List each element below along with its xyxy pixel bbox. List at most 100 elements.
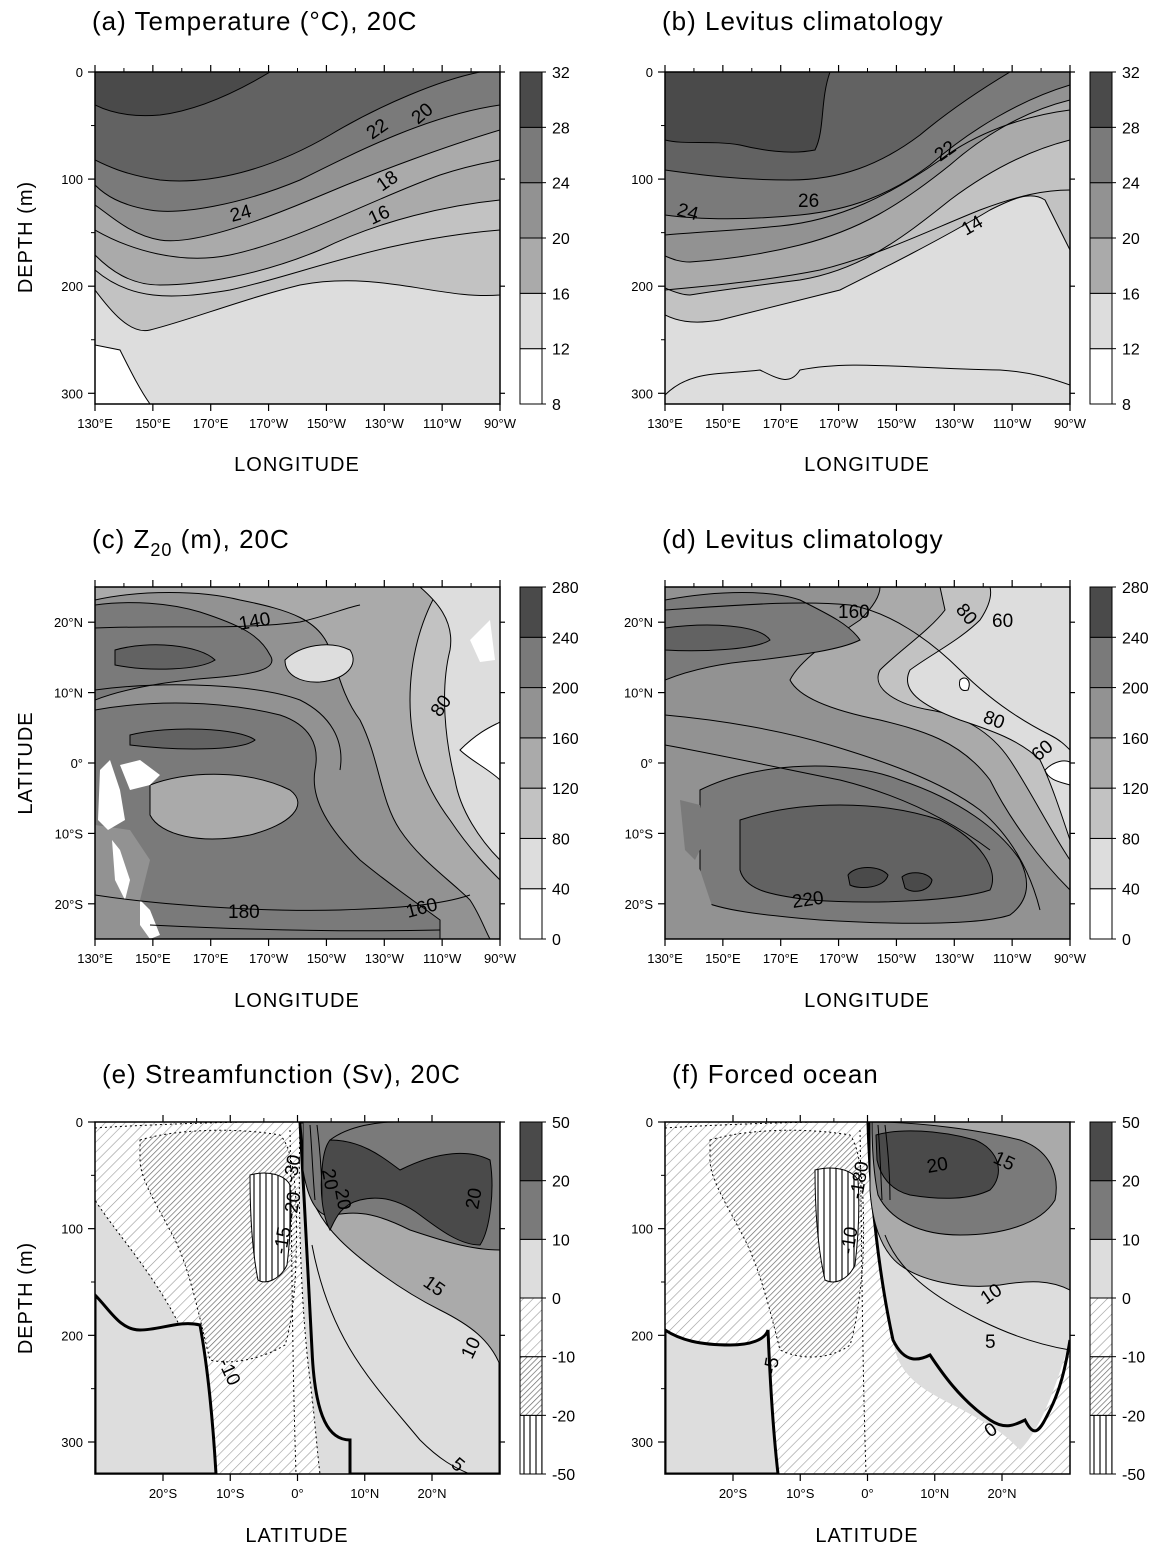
- x-tick-label: 170°W: [249, 951, 289, 966]
- x-tick-label: 110°W: [993, 951, 1032, 966]
- colorbar-swatch: [519, 1297, 543, 1358]
- contour-label: 20: [462, 1186, 486, 1210]
- panel-f-forced-ocean: (f) Forced ocean 15 20 -10 -180 10 5 -5: [631, 1059, 1145, 1547]
- contour-label: -10: [837, 1225, 862, 1256]
- colorbar-label: 120: [552, 781, 579, 798]
- panel-e-x-label: LATITUDE: [245, 1525, 348, 1547]
- colorbar-label: 16: [1122, 286, 1140, 303]
- panel-e-streamfunction: (e) Streamfunction (Sv), 20C 20 20 20 -1…: [15, 1059, 575, 1547]
- panel-c-y-ticks: 20°N 10°N 0° 10°S 20°S: [54, 615, 505, 912]
- y-tick-label: 100: [631, 1222, 653, 1237]
- colorbar-label: 80: [1122, 831, 1140, 848]
- panel-d-levitus-z20: (d) Levitus climatology 160 80 60 80: [624, 524, 1149, 1012]
- panel-b-x-ticks: 130°E 150°E 170°E 170°W 150°W 130°W 110°W 90°W: [647, 65, 1087, 431]
- panel-a-y-label: DEPTH (m): [15, 181, 37, 293]
- colorbar-label: -10: [1122, 1350, 1145, 1367]
- colorbar-label: 20: [1122, 1174, 1140, 1191]
- y-tick-label: 0: [76, 65, 83, 80]
- colorbar-swatch: [519, 586, 543, 638]
- colorbar-label: 8: [1122, 397, 1131, 414]
- panel-f-title: (f) Forced ocean: [672, 1059, 879, 1089]
- panel-a-contour-field: [95, 72, 500, 404]
- y-tick-label: 200: [61, 1328, 83, 1343]
- colorbar-label: 0: [552, 932, 561, 949]
- colorbar-swatch: [1089, 636, 1113, 689]
- y-tick-label: 0: [646, 65, 653, 80]
- colorbar-label: 20: [552, 1174, 570, 1191]
- colorbar-swatch: [1089, 687, 1113, 739]
- x-tick-label: 170°W: [819, 416, 859, 431]
- x-tick-label: 20°N: [417, 1486, 446, 1501]
- x-tick-label: 170°E: [193, 951, 229, 966]
- panel-e-title: (e) Streamfunction (Sv), 20C: [102, 1059, 461, 1089]
- x-tick-label: 130°E: [647, 416, 683, 431]
- panel-c-x-label: LONGITUDE: [234, 990, 360, 1012]
- x-tick-label: 0°: [291, 1486, 303, 1501]
- colorbar-label: -20: [552, 1408, 575, 1425]
- panel-e-contour-labels: 20 20 20 -15 -20 -30 15 10 -10 5: [213, 1153, 486, 1476]
- colorbar-swatch: [519, 1238, 543, 1299]
- colorbar-swatch: [1089, 237, 1113, 294]
- x-tick-label: 10°N: [350, 1486, 379, 1501]
- contour-label: 160: [838, 602, 870, 623]
- colorbar-label: 50: [552, 1115, 570, 1132]
- colorbar-label: 8: [552, 397, 561, 414]
- x-tick-label: 170°W: [249, 416, 289, 431]
- colorbar-swatch: [519, 787, 543, 839]
- x-tick-label: 20°N: [987, 1486, 1016, 1501]
- panel-d-contour-field: [665, 587, 1070, 939]
- colorbar-swatch: [519, 348, 543, 405]
- y-tick-label: 0: [76, 1115, 83, 1130]
- x-tick-label: 150°W: [877, 416, 917, 431]
- colorbar-label: -20: [1122, 1408, 1145, 1425]
- colorbar-swatch: [1089, 1356, 1113, 1416]
- colorbar-swatch: [519, 71, 543, 128]
- contour-label: 20: [330, 1187, 354, 1211]
- y-tick-label: 300: [631, 386, 653, 401]
- x-tick-label: 170°E: [193, 416, 229, 431]
- colorbar-label: 24: [1122, 176, 1140, 193]
- colorbar-swatch: [519, 636, 543, 689]
- contour-label: 180: [228, 902, 260, 923]
- colorbar-label: -50: [1122, 1467, 1145, 1484]
- x-tick-label: 130°W: [935, 951, 975, 966]
- y-tick-label: 20°N: [624, 615, 653, 630]
- colorbar-swatch: [1089, 888, 1113, 940]
- panel-f-x-label: LATITUDE: [815, 1525, 918, 1547]
- colorbar-label: 20: [552, 231, 570, 248]
- colorbar-label: 50: [1122, 1115, 1140, 1132]
- colorbar-swatch: [1089, 737, 1113, 789]
- x-tick-label: 130°E: [77, 416, 113, 431]
- y-tick-label: 300: [61, 1435, 83, 1450]
- colorbar-label: 40: [552, 882, 570, 899]
- panel-c-y-label: LATITUDE: [15, 711, 37, 814]
- panel-c-title-main: (c) Z: [92, 524, 150, 554]
- x-tick-label: 90°W: [484, 951, 517, 966]
- colorbar-label: 120: [1122, 781, 1149, 798]
- colorbar-label: -50: [552, 1467, 575, 1484]
- y-tick-label: 20°N: [54, 615, 83, 630]
- panel-c-z20: (c) Z20 (m), 20C 140 80 180 160: [15, 524, 579, 1012]
- colorbar-swatch: [1089, 586, 1113, 638]
- panel-d-x-label: LONGITUDE: [804, 990, 930, 1012]
- colorbar-swatch: [1089, 71, 1113, 128]
- contour-label: 26: [798, 191, 819, 212]
- x-tick-label: 130°E: [647, 951, 683, 966]
- y-tick-label: 20°S: [55, 897, 84, 912]
- panel-c-title-rest: (m), 20C: [172, 524, 289, 554]
- x-tick-label: 150°E: [135, 416, 171, 431]
- colorbar-label: -10: [552, 1350, 575, 1367]
- x-tick-label: 150°W: [307, 951, 347, 966]
- colorbar-label: 32: [552, 65, 570, 82]
- colorbar-swatch: [519, 292, 543, 350]
- colorbar-swatch: [519, 1121, 543, 1182]
- colorbar-label: 280: [1122, 580, 1149, 597]
- x-tick-label: 130°W: [365, 951, 405, 966]
- contour-label: 220: [791, 888, 825, 913]
- colorbar-swatch: [1089, 1238, 1113, 1299]
- panel-c-x-ticks: 130°E 150°E 170°E 170°W 150°W 130°W 110°W 90°W: [77, 580, 517, 966]
- panel-a-title: (a) Temperature (°C), 20C: [92, 6, 417, 36]
- panel-c-colorbar: 0 40 80 120 160 200 240 280: [519, 580, 579, 949]
- panel-e-x-ticks: 20°S 10°S 0° 10°N 20°N: [149, 1115, 447, 1501]
